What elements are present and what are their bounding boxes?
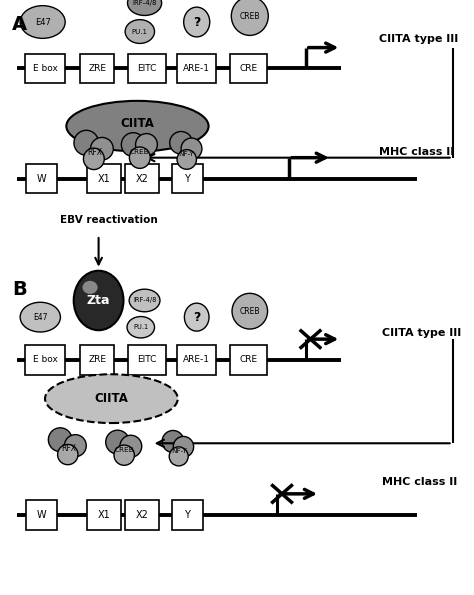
Text: MHC class II: MHC class II: [379, 147, 455, 156]
Ellipse shape: [173, 437, 194, 457]
Text: CIITA: CIITA: [120, 117, 155, 130]
Text: X2: X2: [136, 510, 149, 519]
Text: EITC: EITC: [137, 355, 156, 365]
Text: B: B: [12, 280, 27, 299]
Ellipse shape: [64, 434, 86, 457]
Text: PU.1: PU.1: [133, 324, 148, 330]
Ellipse shape: [184, 303, 209, 331]
Text: ARE-1: ARE-1: [183, 64, 210, 73]
Bar: [26, 500, 57, 530]
Bar: [230, 345, 267, 375]
Bar: [177, 54, 216, 83]
Text: MHC class II: MHC class II: [382, 477, 457, 487]
Ellipse shape: [128, 0, 162, 15]
Bar: [128, 54, 166, 83]
Text: RFX: RFX: [87, 148, 102, 158]
Text: ?: ?: [193, 15, 201, 29]
Text: CIITA type III: CIITA type III: [382, 328, 461, 338]
Ellipse shape: [231, 0, 268, 35]
Ellipse shape: [82, 281, 98, 294]
Bar: [172, 500, 203, 530]
Text: CREB: CREB: [239, 11, 260, 21]
Ellipse shape: [177, 149, 197, 169]
Bar: [25, 54, 65, 83]
Ellipse shape: [58, 444, 78, 465]
Text: X1: X1: [98, 510, 110, 519]
Text: NF-Y: NF-Y: [171, 448, 187, 454]
Text: IRF-4/8: IRF-4/8: [133, 298, 156, 303]
Ellipse shape: [121, 133, 145, 156]
Text: Y: Y: [184, 510, 190, 519]
Text: ARE-1: ARE-1: [183, 355, 210, 365]
Text: RFX: RFX: [61, 444, 76, 453]
Text: Zta: Zta: [87, 294, 110, 307]
Text: E box: E box: [33, 355, 57, 365]
Bar: [80, 54, 114, 83]
Ellipse shape: [129, 147, 150, 168]
Bar: [87, 164, 121, 193]
Text: CIITA type III: CIITA type III: [379, 34, 458, 43]
Ellipse shape: [162, 431, 184, 452]
Ellipse shape: [184, 7, 210, 37]
Text: CIITA: CIITA: [94, 392, 128, 405]
Bar: [125, 500, 159, 530]
Ellipse shape: [170, 131, 192, 154]
Text: E47: E47: [33, 312, 47, 322]
Ellipse shape: [114, 445, 135, 465]
Ellipse shape: [74, 271, 124, 330]
Ellipse shape: [125, 20, 155, 43]
Ellipse shape: [169, 447, 188, 466]
Bar: [26, 164, 57, 193]
Ellipse shape: [83, 148, 104, 170]
Text: PU.1: PU.1: [132, 29, 148, 35]
Ellipse shape: [91, 137, 113, 160]
Text: E47: E47: [35, 17, 51, 27]
Bar: [80, 345, 114, 375]
Text: CREB: CREB: [130, 149, 150, 155]
Ellipse shape: [45, 374, 178, 423]
Bar: [125, 164, 159, 193]
Text: CREB: CREB: [239, 306, 260, 316]
Ellipse shape: [106, 430, 129, 454]
Ellipse shape: [20, 302, 61, 332]
Ellipse shape: [136, 133, 157, 155]
Text: EBV reactivation: EBV reactivation: [60, 215, 158, 225]
Bar: [87, 500, 121, 530]
Ellipse shape: [129, 289, 160, 312]
Text: CRE: CRE: [240, 64, 258, 73]
Ellipse shape: [232, 293, 267, 329]
Text: X1: X1: [98, 174, 110, 183]
Bar: [172, 164, 203, 193]
Bar: [25, 345, 65, 375]
Text: ZRE: ZRE: [88, 355, 106, 365]
Text: W: W: [37, 510, 46, 519]
Ellipse shape: [48, 428, 72, 452]
Bar: [230, 54, 267, 83]
Ellipse shape: [127, 317, 155, 338]
Text: X2: X2: [136, 174, 149, 183]
Ellipse shape: [74, 130, 99, 155]
Text: Y: Y: [184, 174, 190, 183]
Ellipse shape: [181, 138, 202, 159]
Text: CRE: CRE: [240, 355, 258, 365]
Text: CREB: CREB: [114, 447, 134, 453]
Bar: [177, 345, 216, 375]
Bar: [128, 345, 166, 375]
Text: IRF-4/8: IRF-4/8: [132, 0, 157, 6]
Text: EITC: EITC: [137, 64, 156, 73]
Ellipse shape: [120, 436, 142, 457]
Text: ?: ?: [193, 311, 201, 324]
Ellipse shape: [66, 101, 209, 151]
Text: NF-Y: NF-Y: [178, 151, 194, 157]
Text: A: A: [12, 15, 27, 34]
Text: ZRE: ZRE: [88, 64, 106, 73]
Text: E box: E box: [33, 64, 57, 73]
Ellipse shape: [20, 6, 65, 38]
Text: W: W: [37, 174, 46, 183]
